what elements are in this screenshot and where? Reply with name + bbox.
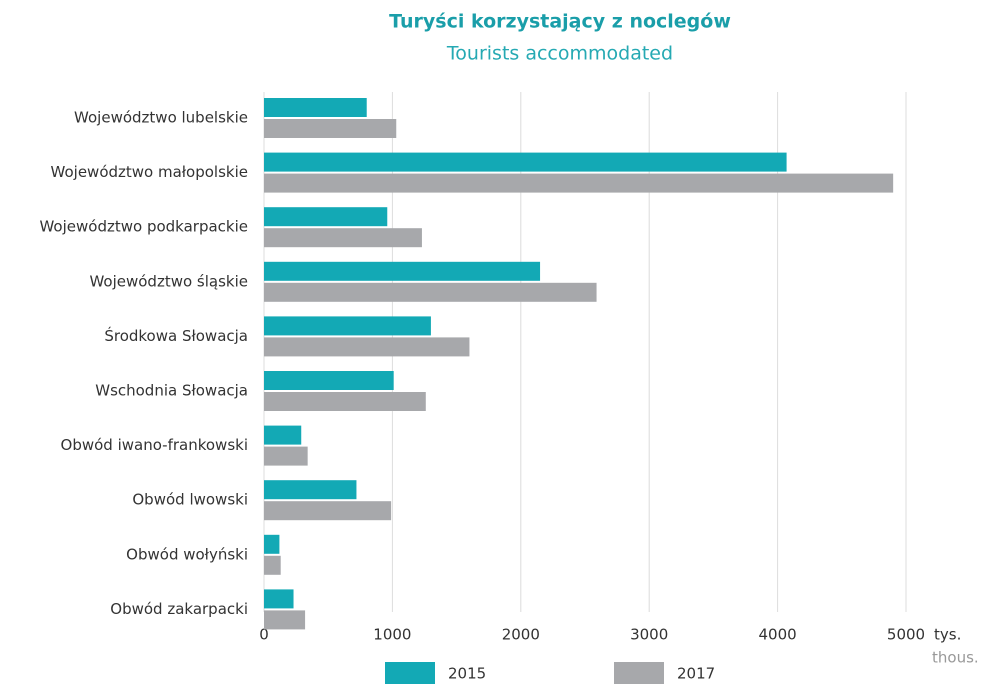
x-tick-label: 0	[259, 626, 269, 644]
bar	[264, 371, 394, 390]
y-tick-label: Obwód zakarpacki	[110, 600, 248, 618]
bar	[264, 337, 470, 357]
bar	[264, 446, 308, 466]
y-tick-label: Województwo śląskie	[89, 272, 248, 290]
x-tick-label: 4000	[759, 626, 797, 644]
bar	[264, 610, 306, 630]
chart-subtitle: Tourists accommodated	[446, 43, 673, 65]
bar	[264, 392, 426, 411]
y-tick-label: Województwo lubelskie	[74, 109, 248, 127]
bar	[264, 207, 388, 227]
bar	[264, 555, 281, 575]
x-tick-label: 3000	[630, 626, 668, 644]
bar	[264, 480, 357, 500]
bar	[264, 228, 422, 248]
legend-label: 2017	[677, 665, 715, 683]
y-tick-label: Województwo małopolskie	[51, 163, 248, 181]
y-tick-label: Obwód iwano-frankowski	[61, 436, 248, 454]
bar	[264, 98, 367, 117]
x-tick-label: 1000	[373, 626, 411, 644]
bar	[264, 425, 302, 445]
y-tick-label: Województwo podkarpackie	[39, 218, 248, 236]
bar	[264, 501, 392, 521]
unit-label-en: thous.	[932, 649, 979, 667]
bar	[264, 261, 541, 281]
bar	[264, 534, 280, 554]
legend-swatch	[385, 662, 435, 684]
y-tick-label: Obwód lwowski	[132, 491, 248, 509]
bar	[264, 119, 397, 138]
unit-label: tys.	[934, 626, 961, 644]
chart-title: Turyści korzystający z noclegów	[389, 11, 731, 33]
bar	[264, 173, 894, 193]
y-tick-label: Środkowa Słowacja	[104, 326, 248, 345]
y-tick-label: Wschodnia Słowacja	[95, 382, 248, 400]
bar	[264, 282, 597, 302]
legend-swatch	[614, 662, 664, 684]
legend-label: 2015	[448, 665, 486, 683]
y-tick-label: Obwód wołyński	[126, 545, 248, 563]
bar	[264, 589, 294, 609]
x-tick-label: 2000	[502, 626, 540, 644]
bar	[264, 316, 431, 336]
bar	[264, 152, 787, 172]
x-tick-label: 5000	[887, 626, 925, 644]
